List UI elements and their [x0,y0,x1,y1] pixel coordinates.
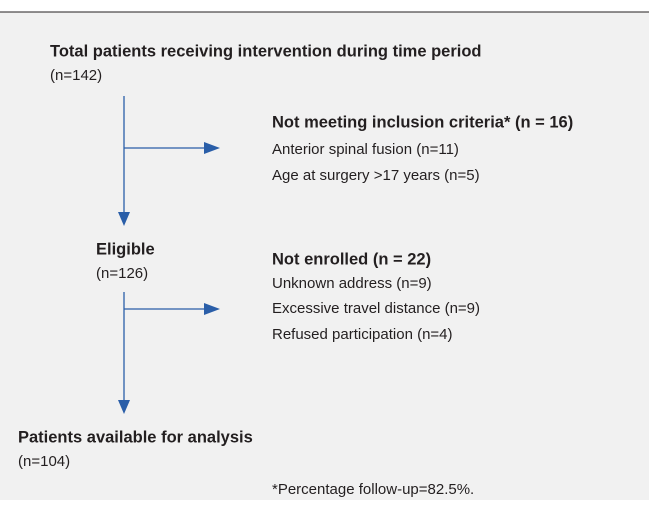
arrow-head [204,303,220,315]
node-item: Unknown address (n=9) [272,275,432,292]
node-title: Not meeting inclusion criteria* (n = 16) [272,113,573,131]
node-item: Excessive travel distance (n=9) [272,300,480,317]
footnote: *Percentage follow-up=82.5%. [272,481,474,498]
node-title: Not enrolled (n = 22) [272,250,431,268]
arrow-head [204,142,220,154]
node-title: Patients available for analysis [18,428,253,446]
node-count: (n=142) [50,67,102,84]
node-item: Age at surgery >17 years (n=5) [272,167,480,184]
arrow-head [118,400,130,414]
node-title: Eligible [96,240,155,258]
node-count: (n=104) [18,453,70,470]
node-item: Anterior spinal fusion (n=11) [272,141,459,158]
node-item: Refused participation (n=4) [272,326,453,343]
panel-background [0,12,649,500]
arrow-head [118,212,130,226]
node-count: (n=126) [96,265,148,282]
node-title: Total patients receiving intervention du… [50,42,482,60]
